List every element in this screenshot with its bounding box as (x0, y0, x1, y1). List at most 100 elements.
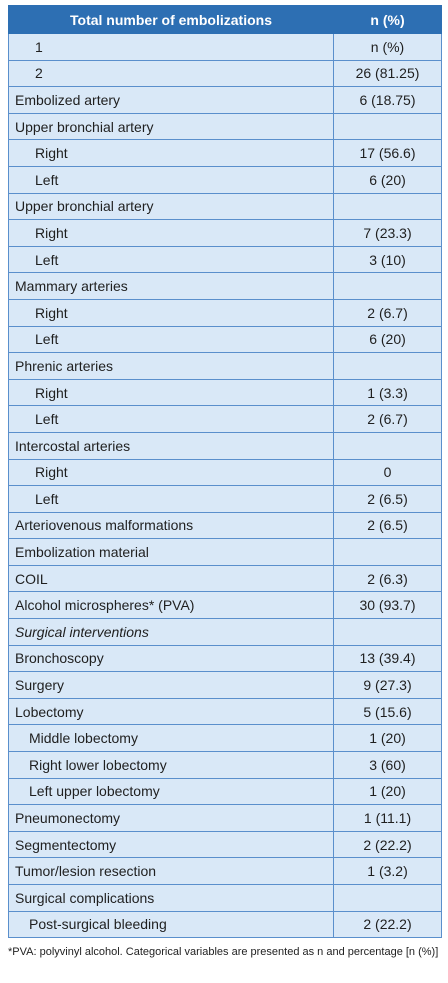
table-row: Pneumonectomy 1 (11.1) (8, 804, 442, 832)
row-label: Left upper lobectomy (8, 777, 334, 806)
table-row: Phrenic arteries (8, 352, 442, 380)
row-value: 6 (20) (333, 165, 442, 194)
row-label: Post-surgical bleeding (8, 910, 334, 939)
table-row: Surgical interventions (8, 618, 442, 646)
table-row: Left 6 (20) (8, 325, 442, 354)
header-n-percent: n (%) (333, 5, 442, 34)
table-row: Bronchoscopy 13 (39.4) (8, 644, 442, 673)
table-row: Left 2 (6.5) (8, 485, 442, 513)
table-row: COIL 2 (6.3) (8, 564, 442, 593)
row-value (333, 538, 442, 566)
row-label: 1 (8, 33, 334, 61)
row-value: 30 (93.7) (333, 591, 442, 620)
table-row: Embolized artery 6 (18.75) (8, 86, 442, 114)
row-label: Right (8, 139, 334, 167)
row-value: 2 (6.5) (333, 511, 442, 540)
row-label: Segmentectomy (8, 830, 334, 859)
table-row: Embolization material (8, 538, 442, 566)
row-value: 17 (56.6) (333, 139, 442, 167)
row-value: 7 (23.3) (333, 219, 442, 247)
row-value (333, 431, 442, 460)
row-label: Left (8, 325, 334, 354)
row-value: 2 (6.7) (333, 298, 442, 327)
row-label: Middle lobectomy (8, 724, 334, 753)
table-row: Lobectomy 5 (15.6) (8, 697, 442, 726)
table-footnote: *PVA: polyvinyl alcohol. Categorical var… (8, 946, 439, 959)
row-label: Left (8, 165, 334, 194)
table-row: Surgical complications (8, 884, 442, 912)
row-value (333, 618, 442, 646)
table-header-row: Total number of embolizations n (%) (8, 5, 442, 34)
table-row: Mammary arteries (8, 272, 442, 300)
row-label: Surgery (8, 671, 334, 699)
row-value: 3 (60) (333, 751, 442, 779)
row-label: Phrenic arteries (8, 352, 334, 380)
row-value (333, 352, 442, 380)
row-label: Right (8, 458, 334, 487)
table-row: Alcohol microspheres* (PVA) 30 (93.7) (8, 591, 442, 620)
row-label: Surgical interventions (8, 618, 334, 646)
row-value: 1 (11.1) (333, 804, 442, 832)
row-value (333, 272, 442, 300)
row-value: 0 (333, 458, 442, 487)
row-label: Right lower lobectomy (8, 751, 334, 779)
row-value: 2 (6.7) (333, 405, 442, 433)
row-label: Embolized artery (8, 86, 334, 114)
row-label: Tumor/lesion resection (8, 857, 334, 885)
table-row: Segmentectomy 2 (22.2) (8, 830, 442, 859)
row-value: 1 (3.2) (333, 857, 442, 885)
row-label: Upper bronchial artery (8, 192, 334, 221)
row-label: Surgical complications (8, 884, 334, 912)
row-label: Left (8, 405, 334, 433)
row-label: Mammary arteries (8, 272, 334, 300)
row-label: Right (8, 378, 334, 407)
table-row: Left 3 (10) (8, 245, 442, 274)
row-value: n (%) (333, 33, 442, 61)
table-row: Right 17 (56.6) (8, 139, 442, 167)
table-row: 2 26 (81.25) (8, 59, 442, 88)
row-label: Bronchoscopy (8, 644, 334, 673)
row-label: Left (8, 485, 334, 513)
table-row: Right 1 (3.3) (8, 378, 442, 407)
row-value: 2 (22.2) (333, 910, 442, 939)
row-value: 6 (18.75) (333, 86, 442, 114)
row-label: Alcohol microspheres* (PVA) (8, 591, 334, 620)
row-label: Arteriovenous malformations (8, 511, 334, 540)
row-label: Pneumonectomy (8, 804, 334, 832)
table-row: Surgery 9 (27.3) (8, 671, 442, 699)
row-value: 5 (15.6) (333, 697, 442, 726)
table-row: Arteriovenous malformations 2 (6.5) (8, 511, 442, 540)
row-value: 2 (6.5) (333, 485, 442, 513)
row-value: 9 (27.3) (333, 671, 442, 699)
row-label: Left (8, 245, 334, 274)
row-value: 3 (10) (333, 245, 442, 274)
row-label: Lobectomy (8, 697, 334, 726)
row-value (333, 192, 442, 221)
table-row: Right lower lobectomy 3 (60) (8, 751, 442, 779)
row-label: Right (8, 298, 334, 327)
row-value: 1 (20) (333, 724, 442, 753)
table-row: Post-surgical bleeding 2 (22.2) (8, 910, 442, 939)
row-value: 2 (22.2) (333, 830, 442, 859)
header-total-embolizations: Total number of embolizations (8, 5, 334, 34)
table-row: Upper bronchial artery (8, 192, 442, 221)
table-row: Tumor/lesion resection 1 (3.2) (8, 857, 442, 885)
table-row: Right 0 (8, 458, 442, 487)
row-value: 1 (3.3) (333, 378, 442, 407)
table-row: Left 6 (20) (8, 165, 442, 194)
row-value: 6 (20) (333, 325, 442, 354)
table-row: Intercostal arteries (8, 431, 442, 460)
row-label: Right (8, 219, 334, 247)
row-value: 1 (20) (333, 777, 442, 806)
row-label: 2 (8, 59, 334, 88)
row-value: 2 (6.3) (333, 564, 442, 593)
row-value (333, 112, 442, 141)
table-row: Left 2 (6.7) (8, 405, 442, 433)
table-row: Right 7 (23.3) (8, 219, 442, 247)
row-label: Embolization material (8, 538, 334, 566)
table-row: Left upper lobectomy 1 (20) (8, 777, 442, 806)
